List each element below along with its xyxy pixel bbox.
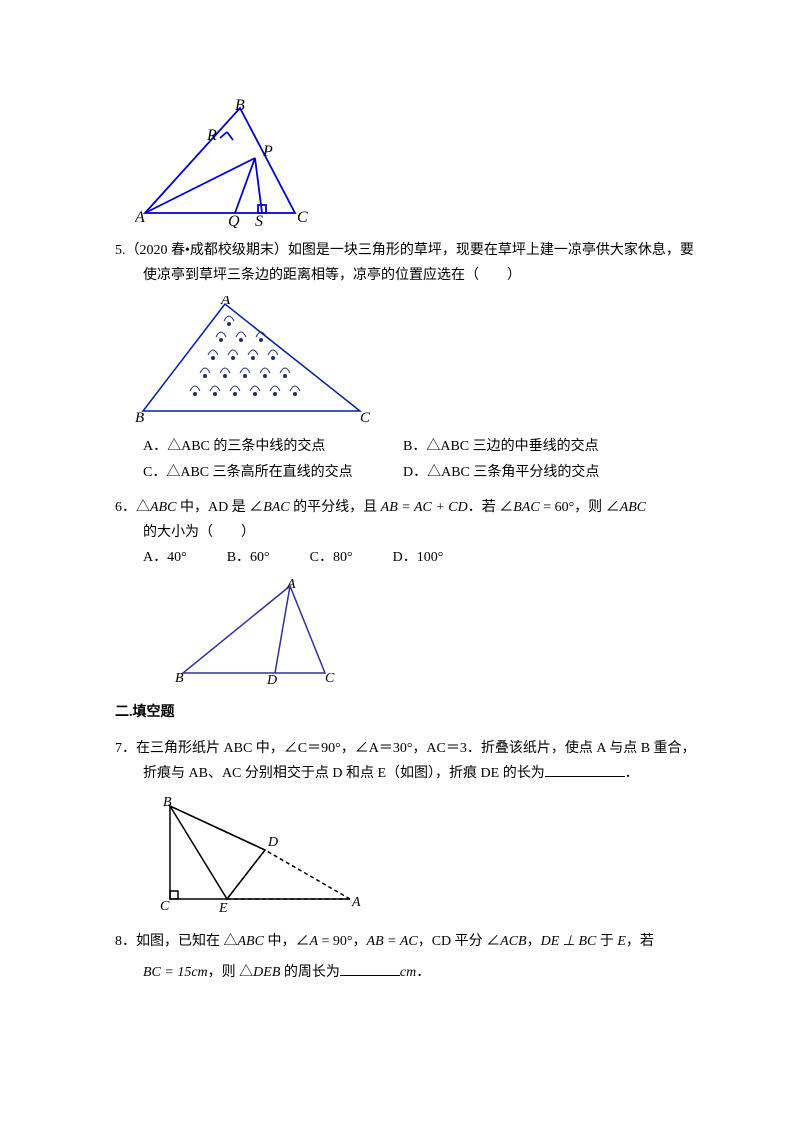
question-5: 5.（2020 春•成都校级期末）如图是一块三角形的草坪，现要在草坪上建一凉亭供… [115,238,704,485]
section-2-title: 二.填空题 [115,700,704,725]
q6-figure: A B C D [175,578,704,688]
svg-text:A: A [351,895,361,910]
q5-figure: A B C [135,296,704,426]
svg-text:D: D [266,673,277,688]
label-B: B [235,98,245,114]
q7-line2a: 折痕与 AB、AC 分别相交于点 D 和点 E（如图），折痕 DE 的长为 [143,766,545,781]
svg-text:C: C [160,899,170,914]
question-6: 6．△ABC 中，AD 是 ∠BAC 的平分线，且 AB = AC + CD．若… [115,495,704,689]
svg-text:D: D [267,835,278,850]
q4-figure: B A C P R Q S [135,98,704,228]
q8-blank [340,961,400,976]
question-7: 7．在三角形纸片 ABC 中，∠C＝90°，∠A＝30°，AC＝3．折叠该纸片，… [115,736,704,919]
q5-opt-c: C．△ABC 三条高所在直线的交点 [143,460,403,485]
svg-text:B: B [135,410,144,426]
q5-opt-d: D．△ABC 三条角平分线的交点 [403,460,599,485]
label-Q: Q [228,213,240,228]
q7-line1: 在三角形纸片 ABC 中，∠C＝90°，∠A＝30°，AC＝3．折叠该纸片，使点… [136,741,696,756]
question-8: 8．如图，已知在 △ABC 中，∠A = 90°，AB = AC，CD 平分 ∠… [115,929,704,985]
label-P: P [262,143,273,160]
q5-opt-a: A．△ABC 的三条中线的交点 [143,434,403,459]
q8-num: 8． [115,934,136,949]
q7-blank [545,762,625,777]
svg-text:E: E [218,901,228,916]
svg-text:B: B [163,795,172,810]
svg-text:B: B [175,671,184,686]
label-C: C [297,209,308,226]
q5-num: 5. [115,243,126,258]
q6-num: 6． [115,500,136,515]
svg-text:C: C [360,410,371,426]
label-R: R [206,127,217,144]
q5-text: （2020 春•成都校级期末）如图是一块三角形的草坪，现要在草坪上建一凉亭供大家… [126,243,694,283]
q6-opt-c: C．80° [310,545,353,570]
q5-opt-b: B．△ABC 三边的中垂线的交点 [403,434,599,459]
q5-options: A．△ABC 的三条中线的交点 B．△ABC 三边的中垂线的交点 C．△ABC … [115,434,704,484]
q6-options: A．40° B．60° C．80° D．100° [115,545,704,570]
q6-line2: 的大小为（ ） [115,520,704,545]
label-A: A [135,209,145,226]
q7-num: 7． [115,741,136,756]
q7-figure: B C E D A [155,794,704,919]
q6-opt-d: D．100° [393,545,444,570]
svg-text:C: C [325,671,335,686]
q6-opt-b: B．60° [227,545,270,570]
label-S: S [255,213,263,228]
q6-opt-a: A．40° [143,545,187,570]
svg-text:A: A [286,578,296,592]
svg-text:A: A [220,296,231,308]
